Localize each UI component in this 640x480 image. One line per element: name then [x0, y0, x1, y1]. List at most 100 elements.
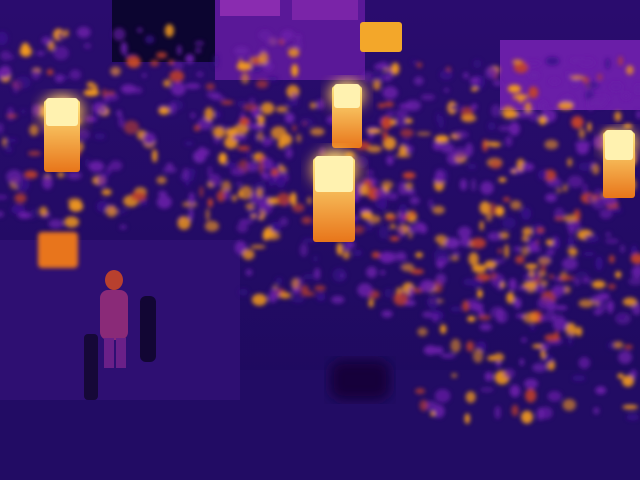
leaf-cluster [317, 99, 325, 110]
leaf-cluster [469, 302, 484, 312]
leaf-cluster [102, 88, 107, 98]
leaf-cluster [177, 216, 191, 230]
leaf-cluster [490, 306, 505, 319]
leaf-cluster [53, 46, 69, 60]
leaf-cluster [312, 255, 319, 262]
leaf-cluster [332, 268, 347, 282]
leaf-cluster [106, 91, 116, 96]
leaf-cluster [570, 75, 585, 80]
leaf-cluster [491, 104, 501, 118]
leaf-cluster [76, 26, 91, 38]
leaf-cluster [207, 165, 213, 178]
leaf-cluster [578, 299, 594, 308]
lamp-post [307, 148, 363, 242]
leaf-cluster [295, 34, 301, 41]
leaf-cluster [635, 83, 640, 95]
leaf-cluster [299, 243, 308, 257]
leaf-cluster [540, 349, 546, 359]
leaf-cluster [546, 249, 555, 256]
leaf-cluster [197, 146, 207, 160]
leaf-cluster [398, 211, 405, 223]
leaf-cluster [0, 31, 8, 46]
leaf-cluster [357, 283, 373, 297]
leaf-cluster [5, 146, 13, 153]
leaf-cluster [137, 27, 143, 33]
leaf-cluster [440, 142, 455, 154]
leaf-cluster [435, 273, 447, 285]
leaf-cluster [260, 102, 275, 115]
leaf-cluster [524, 263, 539, 269]
leaf-cluster [516, 110, 531, 119]
leaf-cluster [508, 278, 517, 291]
leaf-cluster [366, 266, 378, 278]
leaf-cluster [434, 346, 444, 355]
leaf-cluster [387, 192, 399, 201]
leaf-cluster [36, 51, 45, 56]
leaf-cluster [184, 141, 194, 146]
lamp-post [360, 22, 402, 52]
leaf-cluster [246, 161, 259, 172]
leaf-cluster [417, 327, 428, 337]
leaf-cluster [444, 237, 460, 249]
leaf-cluster [430, 411, 436, 417]
leaf-cluster [415, 388, 426, 394]
leaf-cluster [277, 138, 286, 149]
leaf-cluster [450, 104, 464, 111]
leaf-cluster [193, 124, 201, 132]
leaf-cluster [552, 287, 563, 299]
leaf-cluster [468, 252, 479, 266]
leaf-cluster [236, 62, 252, 71]
leaf-cluster [433, 248, 449, 262]
leaf-cluster [439, 69, 453, 80]
leaf-cluster [419, 399, 428, 412]
leaf-cluster [266, 138, 274, 145]
leaf-cluster [532, 344, 543, 349]
leaf-cluster [413, 76, 424, 86]
leaf-cluster [374, 188, 387, 198]
leaf-cluster [199, 186, 204, 198]
leaf-cluster [189, 207, 194, 221]
leaf-cluster [258, 30, 272, 41]
leaf-cluster [546, 300, 557, 312]
leaf-cluster [544, 139, 559, 150]
leaf-cluster [380, 270, 386, 276]
leaf-cluster [434, 135, 449, 143]
leaf-cluster [530, 325, 536, 331]
leaf-cluster [205, 208, 210, 222]
leaf-cluster [439, 324, 447, 334]
leaf-cluster [479, 323, 492, 331]
leaf-cluster [299, 118, 314, 127]
leaf-cluster [309, 102, 317, 109]
leaf-cluster [382, 86, 398, 100]
leaf-cluster [452, 147, 469, 159]
leaf-cluster [380, 116, 392, 130]
leaf-cluster [390, 62, 400, 75]
leaf-cluster [245, 203, 255, 210]
leaf-cluster [177, 45, 182, 56]
leaf-cluster [521, 410, 533, 424]
leaf-cluster [384, 101, 394, 108]
leaf-cluster [253, 133, 258, 142]
leaf-cluster [471, 103, 478, 111]
leaf-cluster [575, 271, 589, 277]
leaf-cluster [268, 174, 275, 187]
leaf-cluster [628, 277, 640, 286]
leaf-cluster [384, 288, 393, 299]
leaf-cluster [626, 65, 634, 75]
leaf-cluster [204, 107, 214, 122]
leaf-cluster [381, 310, 393, 318]
leaf-cluster [582, 183, 588, 194]
leaf-cluster [185, 83, 201, 89]
leaf-cluster [368, 298, 374, 308]
leaf-cluster [630, 369, 637, 379]
leaf-cluster [472, 59, 482, 69]
leaf-cluster [557, 102, 574, 110]
leaf-cluster [245, 269, 253, 276]
leaf-cluster [435, 234, 448, 244]
leaf-cluster [502, 197, 511, 202]
leaf-cluster [506, 292, 515, 304]
leaf-cluster [416, 131, 432, 136]
leaf-cluster [401, 263, 415, 272]
leaf-cluster [607, 283, 616, 290]
leaf-cluster [420, 94, 435, 101]
